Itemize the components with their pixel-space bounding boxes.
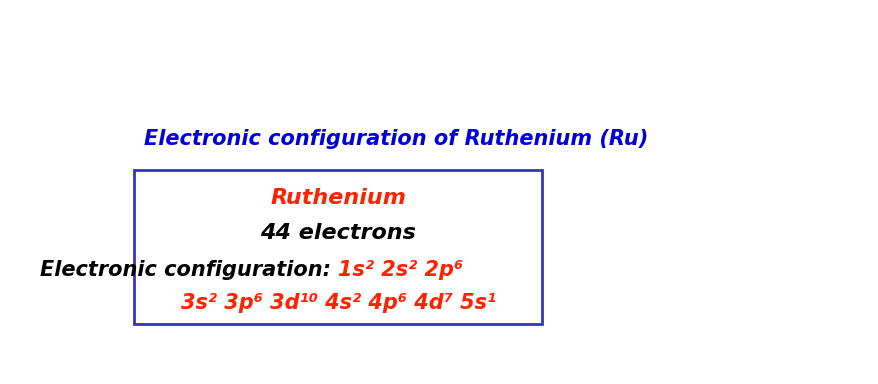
Text: 44 electrons: 44 electrons (260, 223, 415, 243)
Bar (133, 170, 542, 324)
Text: Electronic configuration of Ruthenium (Ru): Electronic configuration of Ruthenium (R… (144, 129, 647, 149)
Text: 3s² 3p⁶ 3d¹⁰ 4s² 4p⁶ 4d⁷ 5s¹: 3s² 3p⁶ 3d¹⁰ 4s² 4p⁶ 4d⁷ 5s¹ (180, 293, 495, 313)
Text: Electronic configuration:: Electronic configuration: (40, 260, 338, 280)
Text: Ruthenium: Ruthenium (270, 188, 406, 208)
Text: 1s² 2s² 2p⁶: 1s² 2s² 2p⁶ (338, 260, 463, 280)
